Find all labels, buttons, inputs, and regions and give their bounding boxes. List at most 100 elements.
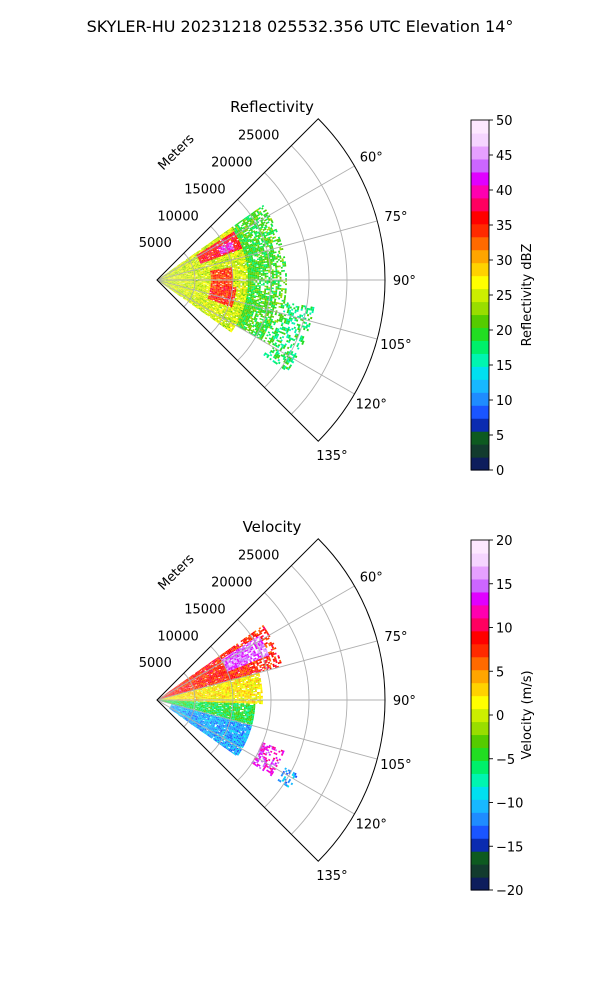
echo-cell (234, 287, 237, 289)
echo-cell (170, 289, 173, 291)
echo-cell (180, 294, 183, 296)
echo-cell (187, 293, 190, 295)
echo-cell (194, 291, 197, 293)
echo-cell (208, 284, 211, 285)
echo-cell (184, 295, 187, 297)
echo-cell (167, 271, 170, 273)
echo-cell (192, 299, 195, 301)
echo-cell (172, 290, 174, 292)
echo-cell (168, 281, 170, 283)
echo-cell (183, 288, 186, 290)
echo-cell (181, 271, 184, 272)
echo-cell (190, 267, 193, 269)
echo-cell (238, 281, 241, 283)
echo-cell (242, 287, 244, 290)
echo-cell (189, 301, 192, 303)
echo-cell (242, 273, 245, 275)
echo-cell (220, 278, 222, 280)
echo-cell (206, 269, 209, 271)
echo-cell (190, 289, 193, 291)
echo-cell (202, 286, 205, 288)
echo-cell (173, 282, 176, 283)
echo-cell (218, 281, 221, 283)
echo-cell (174, 290, 176, 292)
echo-cell (163, 282, 166, 284)
echo-cell (167, 284, 169, 286)
echo-cell (180, 287, 182, 288)
echo-cell (209, 281, 211, 283)
echo-cell (176, 275, 179, 276)
echo-cell (165, 284, 167, 286)
echo-cell (174, 272, 177, 274)
echo-cell (197, 266, 200, 268)
echo-cell (238, 282, 241, 284)
echo-cell (169, 270, 171, 272)
echo-cell (202, 295, 205, 297)
echo-cell (184, 285, 187, 287)
echo-cell (183, 297, 185, 299)
echo-cell (167, 275, 170, 277)
echo-cell (195, 276, 198, 277)
echo-cell (195, 274, 198, 275)
echo-cell (200, 289, 203, 291)
echo-cell (202, 270, 205, 271)
echo-cell (176, 268, 179, 270)
echo-cell (169, 270, 171, 272)
echo-cell (175, 266, 178, 269)
echo-cell (195, 272, 198, 274)
echo-cell (195, 287, 198, 288)
echo-cell (234, 275, 237, 277)
echo-cell (192, 299, 195, 301)
echo-cell (249, 286, 252, 288)
echo-cell (184, 264, 187, 266)
echo-cell (165, 282, 168, 284)
echo-cell (170, 272, 172, 274)
echo-cell (182, 292, 184, 294)
echo-cell (201, 274, 204, 276)
echo-cell (259, 297, 262, 300)
echo-cell (242, 284, 245, 286)
echo-cell (172, 289, 175, 291)
echo-cell (197, 276, 200, 277)
echo-cell (191, 261, 194, 263)
echo-cell (178, 284, 181, 285)
echo-cell (199, 297, 202, 300)
echo-cell (184, 277, 187, 279)
echo-cell (195, 285, 198, 287)
echo-cell (175, 291, 178, 294)
echo-cell (240, 277, 243, 279)
echo-cell (177, 276, 180, 278)
echo-cell (200, 272, 203, 273)
echo-cell (253, 269, 255, 272)
echo-cell (199, 256, 202, 258)
echo-cell (257, 282, 260, 284)
echo-cell (180, 290, 183, 292)
echo-cell (187, 261, 190, 264)
echo-cell (184, 285, 187, 287)
echo-cell (194, 258, 197, 261)
echo-cell (184, 286, 186, 287)
echo-cell (180, 284, 183, 286)
echo-cell (235, 277, 237, 279)
echo-cell (204, 264, 207, 266)
echo-cell (176, 265, 179, 267)
echo-cell (192, 259, 195, 261)
echo-cell (193, 293, 196, 295)
echo-cell (177, 270, 180, 272)
echo-cell (203, 275, 206, 276)
echo-cell (162, 276, 164, 278)
echo-cell (195, 286, 198, 287)
echo-cell (205, 278, 208, 280)
echo-cell (201, 273, 203, 275)
echo-cell (175, 270, 178, 272)
echo-cell (173, 267, 176, 269)
echo-cell (189, 272, 192, 273)
echo-cell (203, 285, 205, 287)
echo-cell (184, 267, 187, 269)
echo-field (157, 204, 315, 371)
echo-cell (192, 281, 195, 283)
echo-cell (192, 262, 195, 264)
echo-cell (201, 255, 203, 257)
echo-cell (200, 288, 203, 290)
echo-cell (243, 268, 246, 270)
